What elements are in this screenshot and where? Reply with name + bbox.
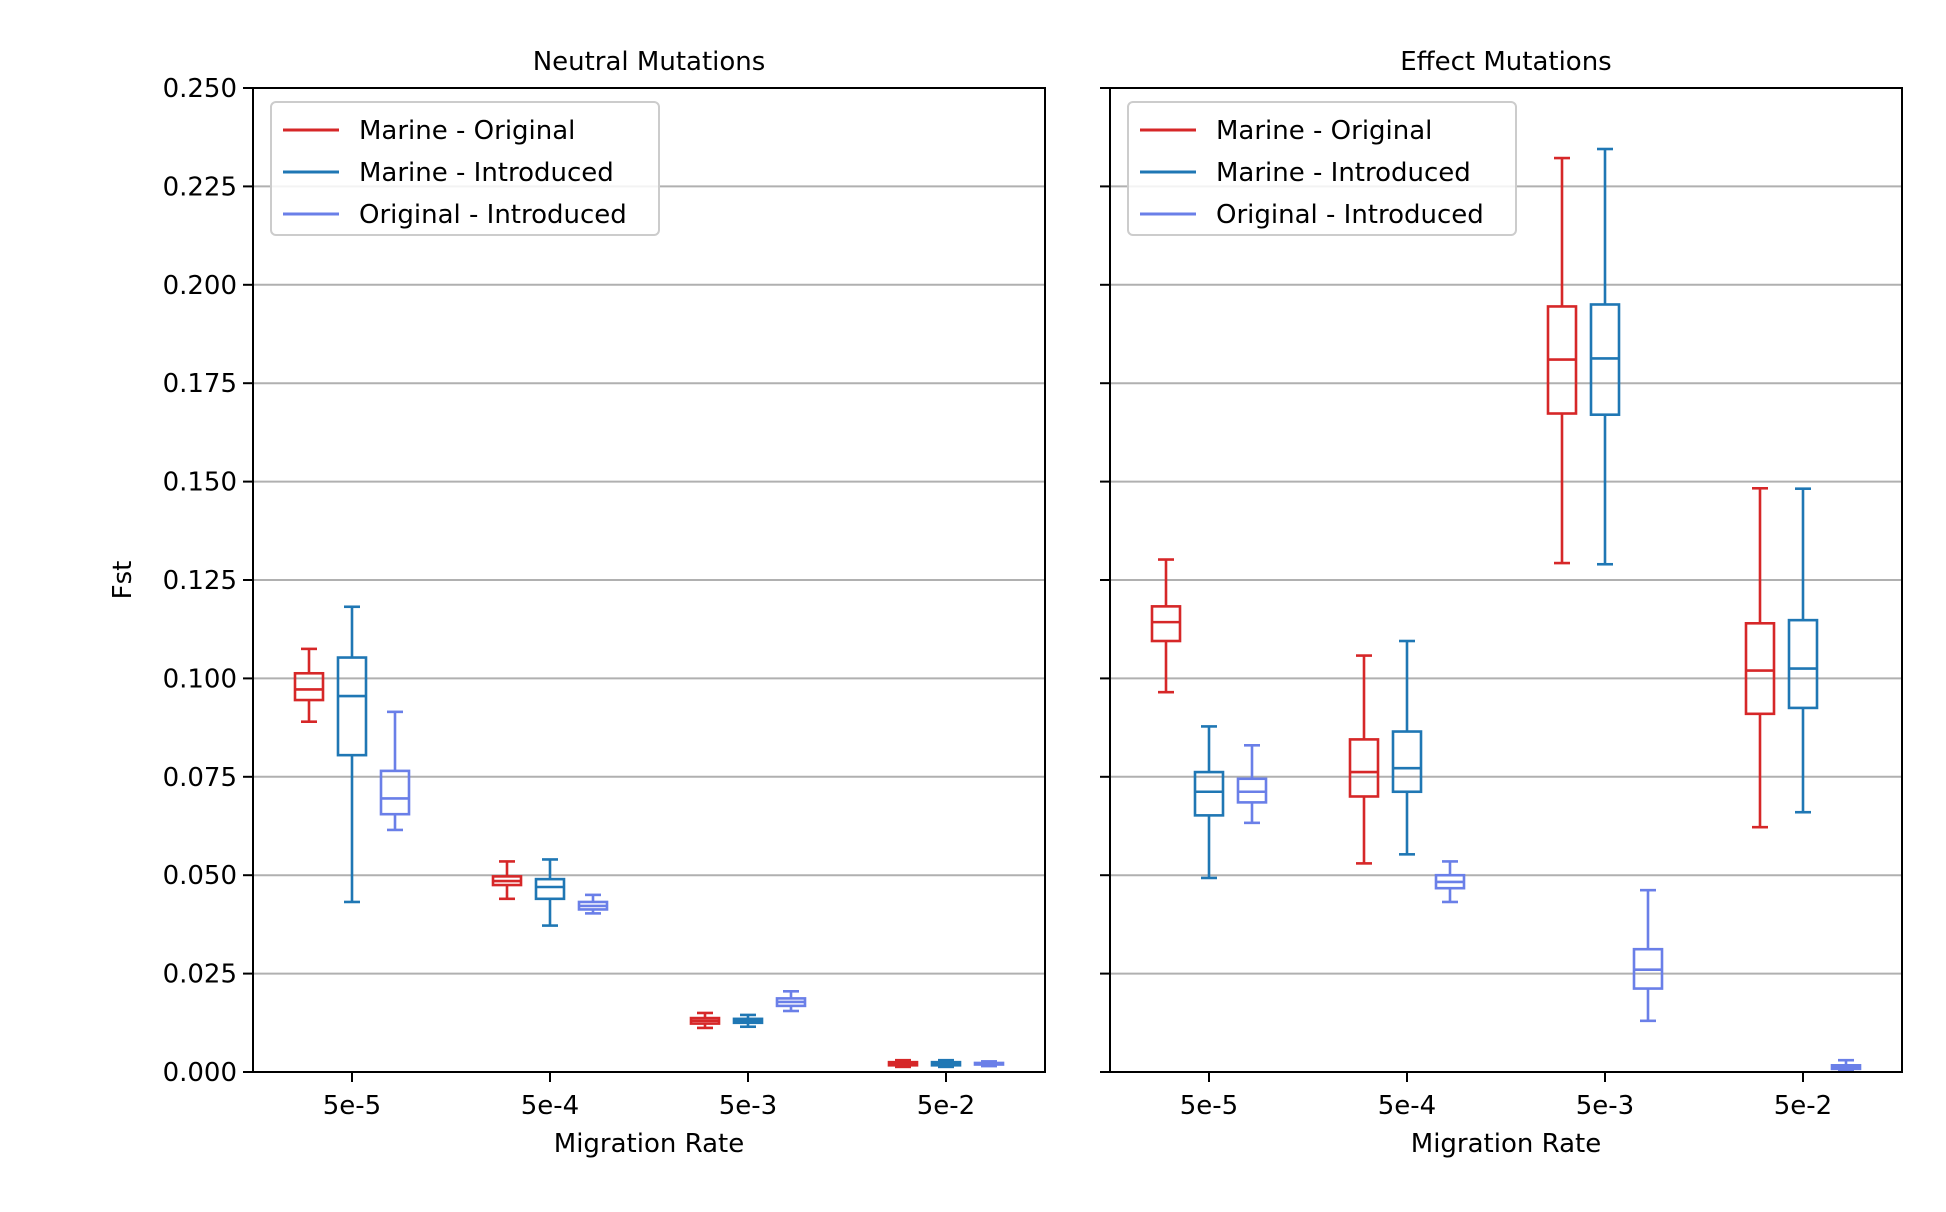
box-iqr xyxy=(1348,738,1380,798)
x-tick-label: 5e-3 xyxy=(719,1091,777,1121)
y-tick-label: 0.200 xyxy=(163,271,237,301)
box-2-4 xyxy=(1787,487,1819,814)
box-2-3 xyxy=(1589,147,1621,566)
box-3-4 xyxy=(973,1060,1005,1068)
y-axis-label: Fst xyxy=(108,561,138,600)
legend-label: Marine - Introduced xyxy=(359,158,614,188)
x-tick-label: 5e-3 xyxy=(1576,1091,1634,1121)
x-tick-label: 5e-5 xyxy=(1180,1091,1238,1121)
box-1-2 xyxy=(1348,654,1380,865)
box-2-2 xyxy=(534,858,566,927)
box-1-1 xyxy=(1150,558,1182,694)
legend-label: Marine - Original xyxy=(359,116,575,146)
legend-label: Original - Introduced xyxy=(1216,200,1484,230)
chart-title: Effect Mutations xyxy=(1400,47,1611,77)
box-1-3 xyxy=(1546,156,1578,565)
box-2-1 xyxy=(1193,725,1225,880)
y-tick-label: 0.125 xyxy=(163,566,237,596)
x-tick-label: 5e-2 xyxy=(1774,1091,1832,1121)
box-iqr xyxy=(1150,605,1182,643)
x-tick-label: 5e-2 xyxy=(917,1091,975,1121)
legend-label: Original - Introduced xyxy=(359,200,627,230)
box-iqr xyxy=(336,656,368,757)
box-1-3 xyxy=(689,1011,721,1030)
box-iqr xyxy=(1744,621,1776,716)
y-tick-label: 0.225 xyxy=(163,172,237,202)
box-iqr xyxy=(1193,770,1225,817)
box-iqr xyxy=(1787,618,1819,710)
legend: Marine - Original Marine - Introduced Orig… xyxy=(1127,101,1517,236)
x-tick-label: 5e-4 xyxy=(1378,1091,1436,1121)
y-tick-label: 0.250 xyxy=(163,74,237,104)
box-2-2 xyxy=(1391,639,1423,856)
x-axis-label: Migration Rate xyxy=(1411,1129,1601,1159)
box-1-4 xyxy=(887,1058,919,1069)
legend-label: Marine - Introduced xyxy=(1216,158,1471,188)
box-3-2 xyxy=(577,893,609,915)
legend-label: Marine - Original xyxy=(1216,116,1432,146)
y-tick-label: 0.100 xyxy=(163,664,237,694)
y-tick-label: 0.025 xyxy=(163,960,237,990)
chart-panel-2: 5e-5 5e-4 5e-3 5e-2 Effect Mutations Migratio… xyxy=(1100,47,1903,1159)
legend-frame xyxy=(1127,101,1517,236)
legend-frame xyxy=(270,101,660,236)
box-2-1 xyxy=(336,605,368,904)
box-iqr xyxy=(1391,730,1423,794)
box-2-4 xyxy=(930,1058,962,1069)
y-tick-label: 0.050 xyxy=(163,861,237,891)
box-iqr xyxy=(293,671,325,702)
box-iqr xyxy=(534,877,566,901)
x-tick-label: 5e-4 xyxy=(521,1091,579,1121)
box-3-3 xyxy=(775,990,807,1013)
legend: Marine - Original Marine - Introduced Orig… xyxy=(270,101,660,236)
x-tick-label: 5e-5 xyxy=(323,1091,381,1121)
box-iqr xyxy=(379,769,411,816)
box-1-2 xyxy=(491,860,523,901)
box-3-4 xyxy=(1830,1058,1862,1073)
box-1-4 xyxy=(1744,486,1776,829)
x-axis-label: Migration Rate xyxy=(554,1129,744,1159)
box-2-3 xyxy=(732,1013,764,1029)
chart-panel-1: 0.000 0.025 0.050 0.075 0.100 0.125 0.150 0.175… xyxy=(108,47,1046,1159)
plot-frame xyxy=(1109,87,1903,1073)
box-3-2 xyxy=(1434,860,1466,904)
box-3-1 xyxy=(1236,744,1268,825)
box-3-3 xyxy=(1632,888,1664,1023)
y-tick-label: 0.075 xyxy=(163,763,237,793)
y-tick-label: 0.175 xyxy=(163,369,237,399)
plot-frame xyxy=(252,87,1046,1073)
box-3-1 xyxy=(379,710,411,832)
box-1-1 xyxy=(293,647,325,723)
chart-title: Neutral Mutations xyxy=(533,47,766,77)
y-tick-label: 0.150 xyxy=(163,468,237,498)
y-tick-label: 0.000 xyxy=(163,1058,237,1088)
